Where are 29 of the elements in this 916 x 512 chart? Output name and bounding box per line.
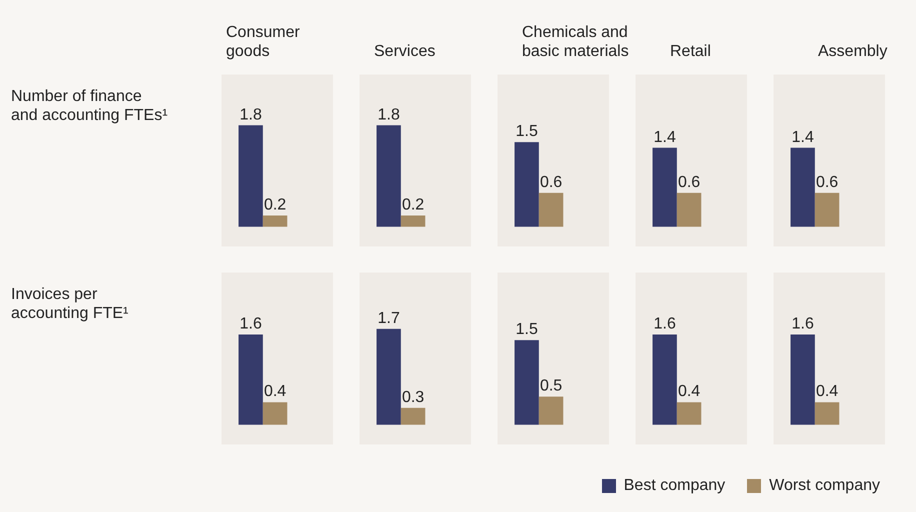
chart-title: Retail xyxy=(670,42,711,61)
data-label: 1.5 xyxy=(516,321,538,338)
legend-label: Best company xyxy=(622,476,726,496)
chart-title: Chemicals and basic materials xyxy=(522,22,629,61)
data-label: 0.5 xyxy=(540,378,562,395)
data-label: 0.6 xyxy=(816,174,838,191)
data-label: 0.4 xyxy=(264,383,286,400)
data-label: 0.3 xyxy=(402,388,424,406)
data-label: 0.4 xyxy=(816,383,838,400)
data-label: 1.4 xyxy=(654,128,676,146)
chart-title: Consumer goods xyxy=(226,22,301,61)
data-label: 0.2 xyxy=(402,196,424,214)
chart-title: Services xyxy=(374,42,436,61)
data-label: 1.8 xyxy=(240,106,262,124)
data-label: 0.2 xyxy=(264,196,286,214)
data-label: 0.6 xyxy=(678,174,700,191)
data-label: 1.7 xyxy=(378,310,400,327)
data-label: 1.4 xyxy=(792,128,814,146)
data-label: 0.4 xyxy=(678,383,700,400)
data-label: 1.6 xyxy=(654,316,676,333)
y-axis-title: Invoices per accounting FTE¹ xyxy=(11,285,128,324)
data-label: 1.6 xyxy=(792,316,814,333)
data-label: 1.8 xyxy=(378,106,400,124)
data-label: 1.5 xyxy=(516,123,538,140)
legend-label: Worst company xyxy=(768,476,880,496)
data-label: 0.6 xyxy=(540,174,562,191)
chart-title: Assembly xyxy=(818,42,888,61)
data-label: 1.6 xyxy=(240,316,262,333)
y-axis-title: Number of finance and accounting FTEs¹ xyxy=(11,87,168,126)
